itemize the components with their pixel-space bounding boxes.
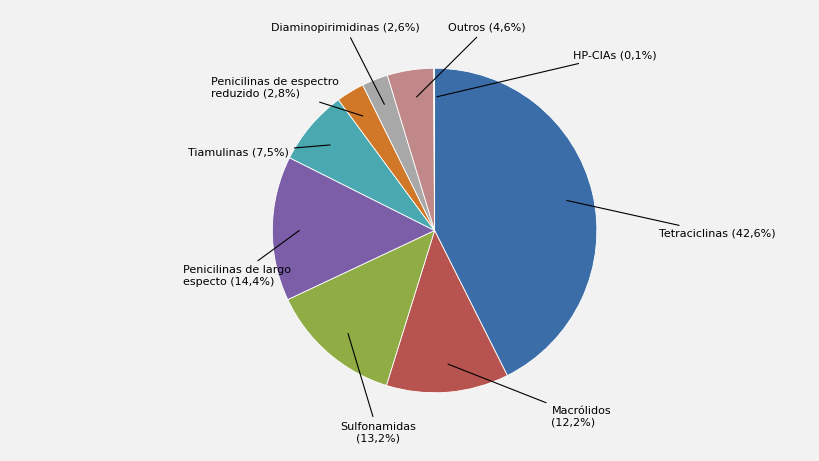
Text: Sulfonamidas
(13,2%): Sulfonamidas (13,2%)	[339, 333, 415, 443]
Wedge shape	[387, 68, 434, 230]
Wedge shape	[386, 230, 507, 393]
Text: Diaminopirimidinas (2,6%): Diaminopirimidinas (2,6%)	[270, 23, 419, 104]
Wedge shape	[434, 68, 596, 376]
Text: Outros (4,6%): Outros (4,6%)	[416, 23, 525, 97]
Text: Tiamulinas (7,5%): Tiamulinas (7,5%)	[188, 145, 330, 158]
Wedge shape	[338, 85, 434, 230]
Text: HP-CIAs (0,1%): HP-CIAs (0,1%)	[437, 50, 655, 97]
Wedge shape	[287, 230, 434, 385]
Wedge shape	[272, 158, 434, 300]
Text: Penicilinas de largo
especto (14,4%): Penicilinas de largo especto (14,4%)	[183, 230, 299, 287]
Wedge shape	[362, 75, 434, 230]
Text: Penicilinas de espectro
reduzido (2,8%): Penicilinas de espectro reduzido (2,8%)	[210, 77, 362, 116]
Wedge shape	[433, 68, 434, 230]
Wedge shape	[289, 100, 434, 231]
Text: Macrólidos
(12,2%): Macrólidos (12,2%)	[447, 364, 610, 427]
Text: Tetraciclinas (42,6%): Tetraciclinas (42,6%)	[566, 201, 774, 239]
